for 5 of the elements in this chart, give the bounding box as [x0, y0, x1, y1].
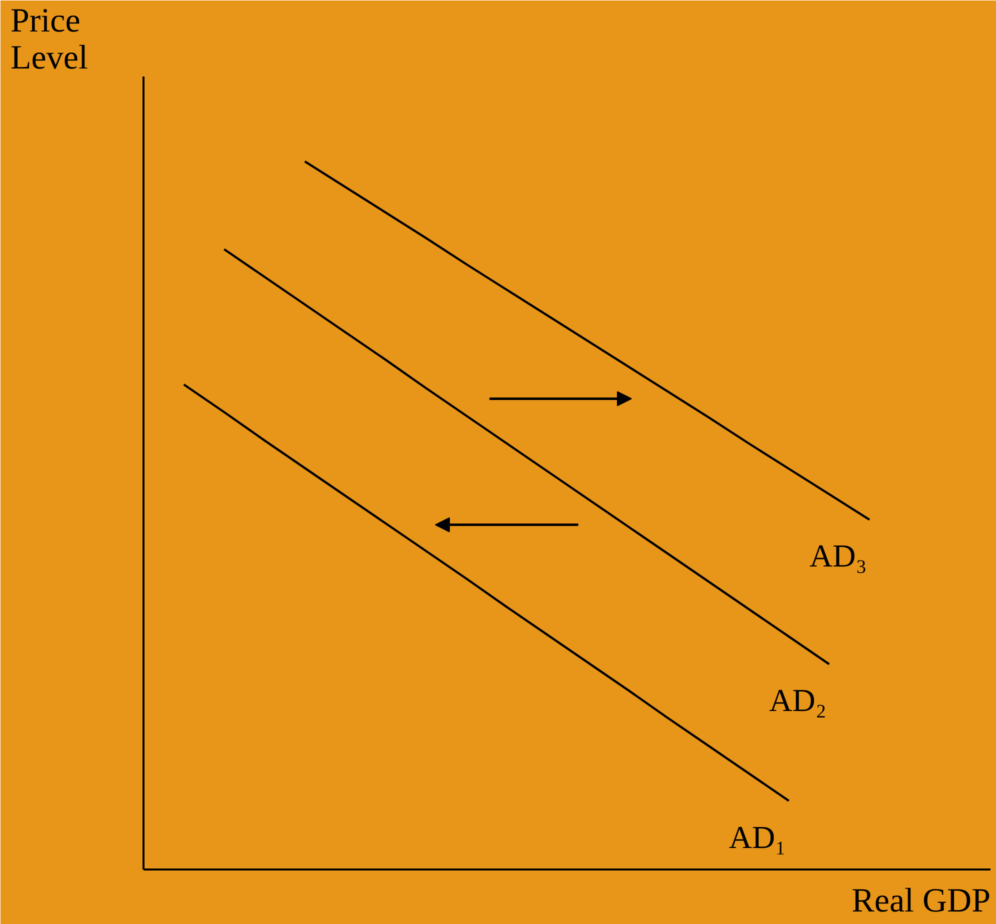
series-label: AD₂ — [769, 682, 827, 718]
series-label: AD₁ — [728, 818, 786, 855]
series-label: AD₃ — [810, 538, 867, 574]
x-axis-title: Real GDP — [852, 882, 991, 920]
y-axis-title: Price Level — [10, 2, 88, 76]
